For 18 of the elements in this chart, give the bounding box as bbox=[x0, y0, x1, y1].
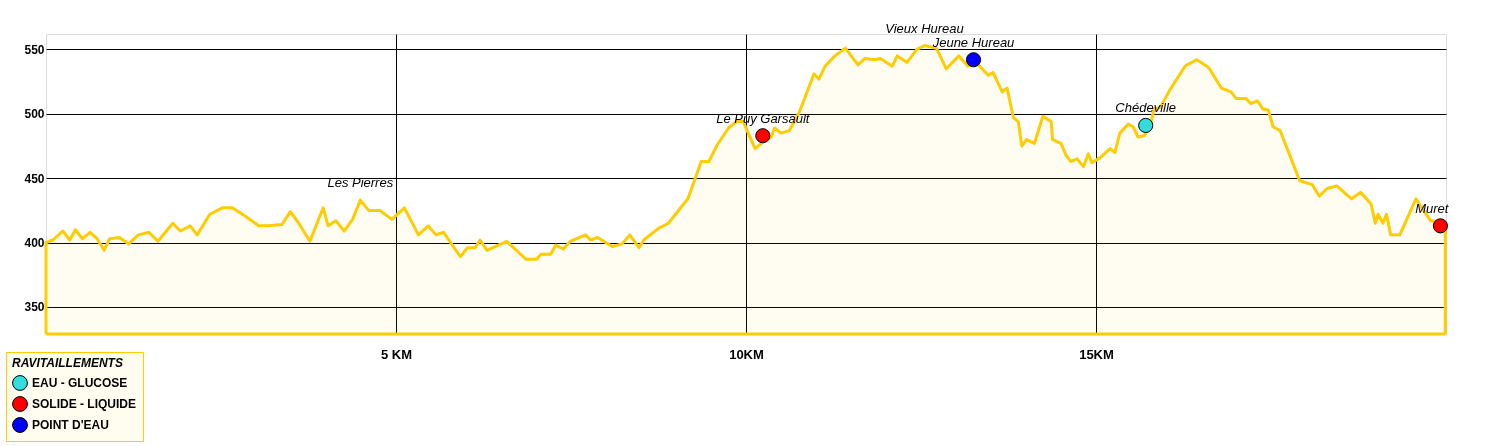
legend-label: EAU - GLUCOSE bbox=[32, 376, 128, 390]
y-tick-label: 500 bbox=[24, 107, 45, 122]
legend-label: POINT D'EAU bbox=[32, 418, 109, 432]
x-tick-label: 10KM bbox=[729, 346, 764, 362]
legend-label: SOLIDE - LIQUIDE bbox=[32, 397, 137, 411]
y-tick-label: 450 bbox=[24, 171, 45, 186]
legend-title: RAVITAILLEMENTS bbox=[12, 356, 123, 370]
y-tick-label: 400 bbox=[24, 236, 45, 251]
point bbox=[1432, 218, 1448, 234]
annotation: Jeune Hureau bbox=[931, 34, 1015, 50]
y-tick-label: 350 bbox=[24, 300, 45, 315]
point bbox=[965, 52, 982, 68]
x-tick-label: 15KM bbox=[1079, 346, 1114, 362]
y-tick-label: 550 bbox=[24, 42, 45, 57]
point bbox=[755, 128, 771, 144]
point bbox=[1138, 117, 1154, 133]
annotation: Vieux Hureau bbox=[885, 20, 964, 36]
x-tick-label: 5 KM bbox=[380, 346, 413, 362]
